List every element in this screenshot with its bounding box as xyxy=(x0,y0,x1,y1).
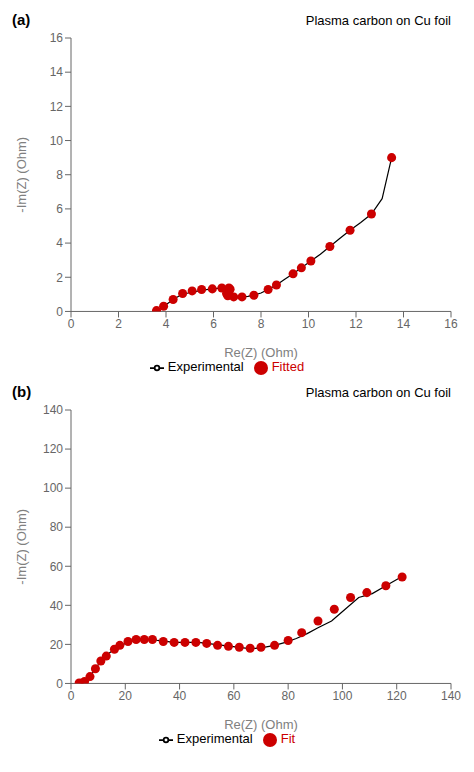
svg-text:120: 120 xyxy=(387,689,407,703)
svg-text:0: 0 xyxy=(68,689,75,703)
svg-text:6: 6 xyxy=(210,317,217,331)
svg-text:120: 120 xyxy=(43,442,63,456)
html-text:Fitted: Fitted xyxy=(271,359,305,375)
svg-text:-Im(Z) (Ohm): -Im(Z) (Ohm) xyxy=(14,137,29,213)
svg-text:16: 16 xyxy=(444,317,458,331)
svg-text:80: 80 xyxy=(281,689,295,703)
svg-text:8: 8 xyxy=(56,168,63,182)
svg-text:4: 4 xyxy=(56,236,63,250)
svg-text:40: 40 xyxy=(50,599,64,613)
svg-text:14: 14 xyxy=(50,65,64,79)
svg-text:8: 8 xyxy=(258,317,265,331)
html-text:(a): (a) xyxy=(12,11,31,28)
svg-text:140: 140 xyxy=(43,403,63,417)
svg-text:40: 40 xyxy=(173,689,187,703)
svg-text:0: 0 xyxy=(56,305,63,319)
html-text:Plasma carbon on Cu foil: Plasma carbon on Cu foil xyxy=(305,13,451,28)
svg-text:12: 12 xyxy=(349,317,363,331)
html-text:Experimental: Experimental xyxy=(167,359,244,375)
svg-text:Re(Z) (Ohm): Re(Z) (Ohm) xyxy=(224,345,298,360)
svg-text:0: 0 xyxy=(56,677,63,691)
svg-text:4: 4 xyxy=(163,317,170,331)
svg-text:16: 16 xyxy=(50,31,64,45)
svg-text:100: 100 xyxy=(332,689,352,703)
svg-text:60: 60 xyxy=(227,689,241,703)
html-text:Experimental: Experimental xyxy=(176,731,253,747)
svg-text:80: 80 xyxy=(50,520,64,534)
html-text:Fit: Fit xyxy=(280,731,296,747)
svg-text:20: 20 xyxy=(50,638,64,652)
svg-text:140: 140 xyxy=(441,689,461,703)
html-text:Plasma carbon on Cu foil: Plasma carbon on Cu foil xyxy=(305,385,451,400)
svg-text:12: 12 xyxy=(50,100,64,114)
svg-text:2: 2 xyxy=(56,271,63,285)
svg-text:10: 10 xyxy=(50,134,64,148)
svg-text:2: 2 xyxy=(115,317,122,331)
svg-text:-Im(Z) (Ohm): -Im(Z) (Ohm) xyxy=(14,509,29,585)
svg-text:10: 10 xyxy=(302,317,316,331)
svg-text:20: 20 xyxy=(119,689,133,703)
svg-text:60: 60 xyxy=(50,560,64,574)
html-text:(b): (b) xyxy=(12,383,32,400)
svg-text:Re(Z) (Ohm): Re(Z) (Ohm) xyxy=(224,717,298,732)
svg-text:100: 100 xyxy=(43,481,63,495)
svg-text:6: 6 xyxy=(56,202,63,216)
svg-text:14: 14 xyxy=(397,317,411,331)
svg-text:0: 0 xyxy=(68,317,75,331)
